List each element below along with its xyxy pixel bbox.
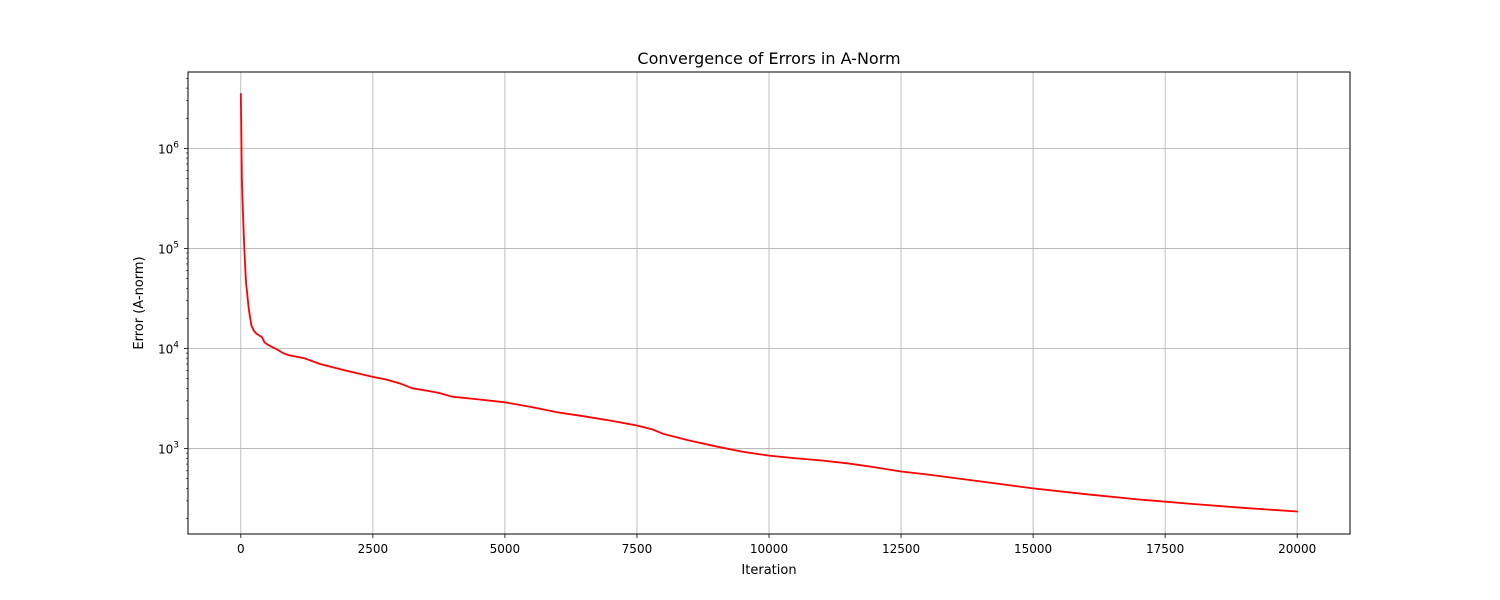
x-tick-label: 20000 [1278, 542, 1316, 556]
y-tick-label-base: 10 [158, 443, 173, 457]
y-tick-label: 106 [158, 140, 179, 156]
y-tick-label-exponent: 3 [173, 441, 179, 451]
y-tick-label-exponent: 6 [173, 140, 179, 150]
x-tick-label: 17500 [1146, 542, 1184, 556]
series-layer [239, 93, 1299, 513]
x-tick-label: 12500 [882, 542, 920, 556]
y-tick-label-base: 10 [158, 142, 173, 156]
axis-ticks: 0 2500 5000 7500 10000 12500 15000 17500 20000 10… [158, 78, 1316, 556]
series-line-0 [239, 93, 1299, 513]
y-tick-label-base: 10 [158, 242, 173, 256]
x-tick-label: 0 [237, 542, 245, 556]
y-tick-label: 103 [158, 441, 179, 457]
y-tick-label-exponent: 4 [173, 341, 179, 351]
x-axis-label: Iteration [741, 563, 796, 578]
x-tick-label: 5000 [490, 542, 521, 556]
grid [188, 72, 1350, 534]
x-tick-label: 2500 [358, 542, 389, 556]
y-tick-label: 104 [158, 341, 179, 357]
x-tick-label: 7500 [622, 542, 653, 556]
chart-title: Convergence of Errors in A-Norm [637, 49, 900, 68]
y-tick-label-exponent: 5 [173, 240, 179, 250]
x-tick-label: 15000 [1014, 542, 1052, 556]
y-axis-label: Error (A-norm) [132, 256, 147, 349]
x-tick-label: 10000 [750, 542, 788, 556]
y-tick-label: 105 [158, 240, 179, 256]
y-tick-label-base: 10 [158, 343, 173, 357]
